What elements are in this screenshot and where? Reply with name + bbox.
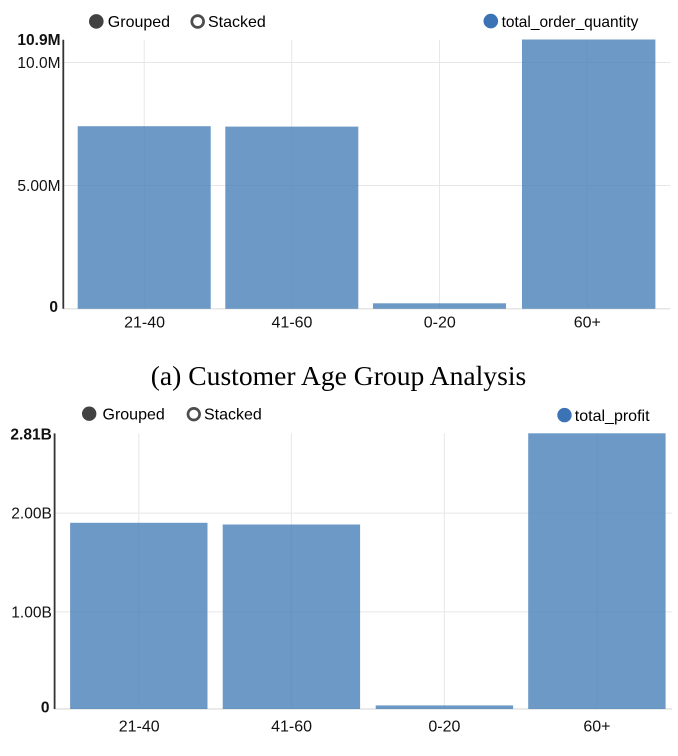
svg-text:5.00M: 5.00M: [17, 178, 60, 195]
svg-text:(a) Customer Age Group Analysi: (a) Customer Age Group Analysis: [151, 360, 527, 391]
svg-text:41-60: 41-60: [272, 315, 313, 332]
svg-text:0: 0: [49, 299, 58, 316]
svg-text:Grouped: Grouped: [103, 407, 165, 424]
svg-text:0-20: 0-20: [424, 315, 456, 332]
svg-text:0-20: 0-20: [428, 718, 460, 735]
svg-text:21-40: 21-40: [119, 718, 160, 735]
svg-text:21-40: 21-40: [124, 315, 165, 332]
svg-text:Grouped: Grouped: [108, 14, 170, 31]
svg-text:60+: 60+: [574, 315, 601, 332]
svg-text:10.9M: 10.9M: [17, 32, 60, 49]
svg-text:10.0M: 10.0M: [17, 55, 60, 72]
svg-text:2.00B: 2.00B: [11, 506, 52, 523]
svg-text:0: 0: [41, 700, 50, 717]
svg-text:41-60: 41-60: [271, 718, 312, 735]
svg-text:total_order_quantity: total_order_quantity: [502, 14, 639, 31]
svg-text:Stacked: Stacked: [204, 407, 262, 424]
svg-text:60+: 60+: [583, 718, 610, 735]
svg-text:2.81B: 2.81B: [10, 427, 51, 444]
svg-text:1.00B: 1.00B: [11, 605, 52, 622]
svg-text:total_profit: total_profit: [575, 408, 650, 425]
svg-text:Stacked: Stacked: [208, 14, 266, 31]
